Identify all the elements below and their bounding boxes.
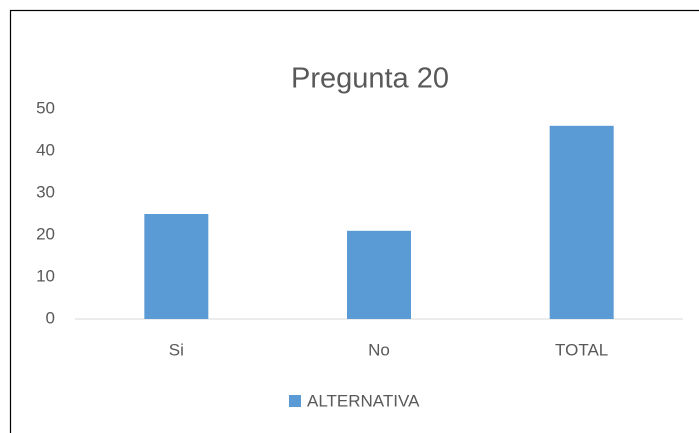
y-tick-label: 10 (36, 266, 55, 285)
x-tick-label: No (368, 340, 390, 359)
y-tick-label: 50 (36, 98, 55, 117)
y-tick-label: 30 (36, 182, 55, 201)
y-tick-label: 20 (36, 224, 55, 243)
legend-swatch (289, 395, 301, 407)
y-tick-label: 40 (36, 140, 55, 159)
chart-title: Pregunta 20 (291, 63, 449, 95)
legend-label: ALTERNATIVA (307, 391, 420, 410)
x-tick-label: TOTAL (555, 340, 608, 359)
bar (549, 125, 614, 319)
bar (144, 214, 209, 319)
bar (347, 230, 411, 319)
y-tick-label: 0 (46, 308, 55, 327)
x-tick-label: Si (169, 340, 184, 359)
